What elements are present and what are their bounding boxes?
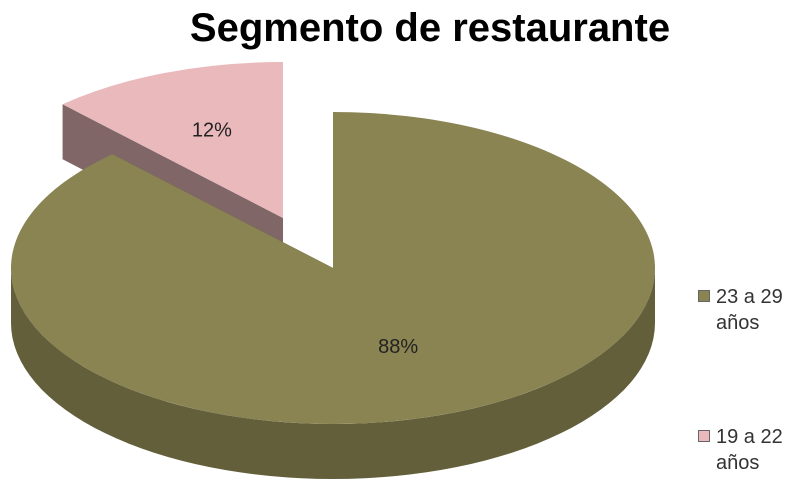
legend-swatch: [698, 430, 710, 442]
data-label: 12%: [192, 119, 232, 141]
legend-item: 19 a 22 años: [698, 424, 798, 476]
legend-label: 23 a 29 años: [716, 286, 783, 334]
chart-title: Segmento de restaurante: [189, 6, 671, 50]
legend-item: 23 a 29 años: [698, 284, 798, 336]
data-label: 88%: [378, 336, 418, 358]
pie-slice: [10, 112, 655, 479]
slice-top: [10, 112, 655, 424]
slice-rim: [11, 268, 655, 479]
slice-top: [62, 62, 283, 218]
legend-swatch: [698, 290, 710, 302]
legend-label: 19 a 22 años: [716, 426, 783, 474]
